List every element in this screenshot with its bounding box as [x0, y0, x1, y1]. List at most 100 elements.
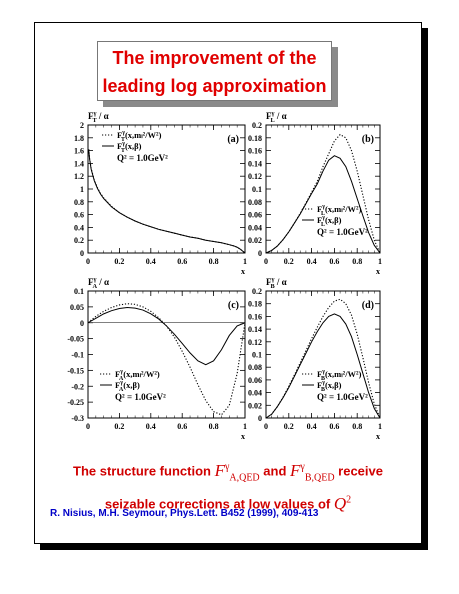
x-axis-label: x: [376, 432, 380, 441]
series-line-solid: [265, 155, 381, 254]
y-tick-label: 1.8: [74, 134, 84, 143]
formula-fb-sub: B,QED: [304, 472, 335, 484]
y-tick-label: 0.02: [248, 401, 262, 410]
y-tick-label: 0.6: [74, 211, 84, 220]
chart-panel-4: 0 0.2 0.4 0.6 0.8 1 0 0.02 0.04 0.06 0.08 0.1 0.12 0.…: [248, 276, 382, 441]
formula-fa-symbol: F: [214, 460, 225, 480]
y-tick-label: 0.08: [248, 363, 262, 372]
y-tick-label: 0.06: [248, 211, 262, 220]
x-tick-label: 0.4: [307, 422, 317, 431]
panel-label: (c): [228, 300, 239, 311]
x-tick-label: 1: [378, 257, 382, 266]
legend-entry: Fγ T(x,mₗ²/W²): [117, 130, 162, 143]
caption-text: The structure function: [73, 463, 215, 479]
x-tick-label: 1: [378, 422, 382, 431]
x-tick-label: 0.8: [352, 257, 362, 266]
x-tick-label: 0.6: [177, 257, 187, 266]
y-tick-label: 0.1: [252, 185, 262, 194]
y-tick-label: 1: [80, 185, 84, 194]
y-tick-label: 1.2: [74, 172, 84, 181]
x-tick-label: 1: [243, 422, 247, 431]
legend: Fγ L(x,mₗ²/W²)Fγ L(x,β)Q² = 1.0GeV²: [302, 204, 368, 237]
y-axis-label: Fγ T / α: [88, 110, 109, 124]
legend-entry: Fγ A(x,mₗ²/W²): [115, 369, 160, 382]
series-line-solid: [88, 150, 246, 254]
formula-fb-sup: γ: [300, 461, 305, 472]
y-tick-label: 0.2: [252, 287, 262, 296]
legend: Fγ B(x,mₗ²/W²)Fγ B(x,β)Q² = 1.0GeV²: [302, 369, 368, 402]
formula-q2-sup: 2: [346, 494, 352, 506]
legend-entry: Fγ B(x,mₗ²/W²): [317, 369, 362, 382]
x-tick-label: 1: [243, 257, 247, 266]
y-tick-label: 0.2: [252, 121, 262, 130]
y-tick-label: 0: [258, 414, 262, 423]
slide-title: The improvement of the leading log appro…: [97, 41, 332, 101]
y-tick-label: -0.3: [71, 414, 84, 423]
y-tick-label: -0.2: [71, 382, 84, 391]
formula-q2: Q2: [334, 494, 351, 513]
formula-fa: FγA,QED: [214, 460, 260, 484]
y-tick-label: 0.8: [74, 198, 84, 207]
title-line-2: leading log approximation: [102, 76, 327, 96]
legend-entry: Fγ L(x,mₗ²/W²): [317, 204, 362, 217]
x-tick-label: 0: [264, 257, 268, 266]
y-tick-label: 0.1: [74, 287, 84, 296]
legend-note: Q² = 1.0GeV²: [317, 392, 368, 402]
series-line-solid: [87, 307, 246, 366]
series-line-dotted: [88, 149, 246, 254]
legend-entry: Fγ L(x,β): [317, 215, 342, 228]
panel-label: (b): [362, 134, 374, 145]
legend-note: Q² = 1.0GeV²: [117, 153, 168, 163]
y-tick-label: 0: [80, 249, 84, 258]
x-axis-label: x: [376, 267, 380, 276]
formula-fb-symbol: F: [290, 460, 301, 480]
y-tick-label: 0.12: [248, 172, 262, 181]
y-tick-label: -0.25: [67, 398, 84, 407]
y-tick-label: 0.2: [74, 236, 84, 245]
legend-note: Q² = 1.0GeV²: [115, 392, 166, 402]
y-tick-label: 1.6: [74, 147, 84, 156]
caption-text: and: [259, 463, 290, 479]
y-tick-label: 0.4: [74, 223, 84, 232]
x-tick-label: 0.8: [209, 422, 219, 431]
x-tick-label: 0.2: [284, 422, 294, 431]
plot-frame: [87, 124, 246, 254]
formula-fa-sub: A,QED: [229, 472, 260, 484]
legend-note: Q² = 1.0GeV²: [317, 227, 368, 237]
x-tick-label: 0.6: [329, 422, 339, 431]
series-line-dotted: [265, 298, 381, 419]
formula-fa-sup: γ: [224, 461, 230, 472]
x-tick-label: 0.6: [329, 257, 339, 266]
y-tick-label: 0.08: [248, 198, 262, 207]
y-tick-label: 0: [258, 249, 262, 258]
y-tick-label: 0.06: [248, 376, 262, 385]
chart-panel-3: 0 0.2 0.4 0.6 0.8 1 -0.3 -0.25 -0.2 -0.15 -0.1 -0.0…: [67, 276, 247, 441]
x-tick-label: 0.2: [114, 257, 124, 266]
y-tick-label: 0: [80, 319, 84, 328]
chart-panel-1: 0 0.2 0.4 0.6 0.8 1 0 0.2 0.4 0.6 0.8 1 1.2 1.4 1.6 1.8…: [74, 110, 247, 276]
y-tick-label: 1.4: [74, 159, 84, 168]
series-line-dotted: [265, 133, 381, 254]
panel-label: (a): [227, 134, 239, 145]
x-tick-label: 0.4: [307, 257, 317, 266]
y-tick-label: 0.16: [248, 312, 262, 321]
x-tick-label: 0.8: [209, 257, 219, 266]
y-axis-label: Fγ A / α: [88, 276, 109, 290]
x-tick-label: 0: [86, 257, 90, 266]
y-tick-label: -0.1: [71, 351, 84, 360]
x-axis-label: x: [241, 432, 245, 441]
y-axis-label: Fγ L / α: [266, 110, 287, 124]
y-tick-label: 0.04: [248, 223, 262, 232]
y-tick-label: 0.12: [248, 338, 262, 347]
caption-line-1: The structure function FγA,QED and FγB,Q…: [46, 456, 410, 489]
legend-entry: Fγ T(x,β): [117, 141, 142, 154]
y-axis-label: Fγ B / α: [266, 276, 287, 290]
y-tick-label: 0.02: [248, 236, 262, 245]
y-tick-label: 0.18: [248, 300, 262, 309]
y-tick-label: 0.14: [248, 325, 262, 334]
x-tick-label: 0.8: [352, 422, 362, 431]
x-tick-label: 0: [86, 422, 90, 431]
y-tick-label: 0.05: [70, 303, 84, 312]
y-tick-label: -0.15: [67, 366, 84, 375]
